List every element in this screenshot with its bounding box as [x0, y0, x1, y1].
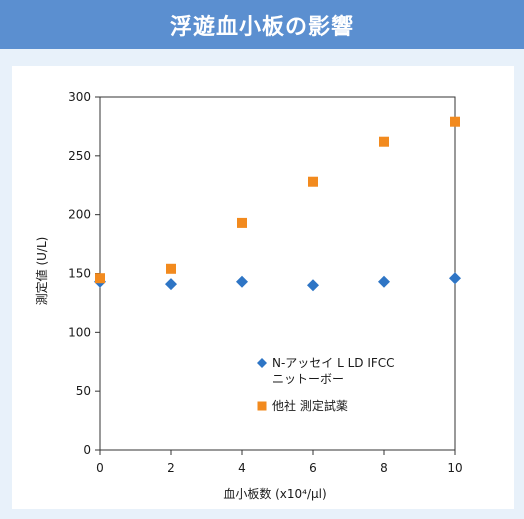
- y-tick-label: 0: [83, 443, 91, 457]
- axes: 0 50 100 150 200 250 300 0 2 4 6 8 10: [68, 90, 463, 475]
- data-point-square: [166, 263, 176, 274]
- legend-marker-diamond: [257, 358, 267, 368]
- x-tick-label: 6: [309, 461, 317, 475]
- data-point-diamond: [165, 278, 177, 291]
- data-point-square: [308, 176, 318, 187]
- data-point-diamond: [236, 275, 248, 288]
- data-point-square: [379, 136, 389, 147]
- plot-area-border: [99, 96, 456, 451]
- legend-label: N-アッセイ L LD IFCC: [272, 356, 395, 370]
- y-tick-label: 250: [68, 149, 91, 163]
- data-point-diamond: [378, 275, 390, 288]
- x-tick-label: 8: [380, 461, 388, 475]
- data-point-diamond: [449, 272, 461, 285]
- y-axis-label: 測定値 (U/L): [34, 237, 49, 306]
- x-tick-label: 4: [238, 461, 246, 475]
- data-marks: [94, 116, 461, 292]
- y-tick-label: 100: [68, 325, 91, 339]
- y-tick-label: 50: [76, 384, 91, 398]
- x-tick-label: 10: [447, 461, 462, 475]
- data-point-diamond: [307, 279, 319, 292]
- x-axis-label: 血小板数 (x10⁴/μl): [223, 486, 326, 501]
- legend-marker-square: [257, 401, 267, 411]
- y-tick-label: 200: [68, 208, 91, 222]
- y-tick-label: 150: [68, 267, 91, 281]
- y-tick-label: 300: [68, 90, 91, 104]
- series-1: [94, 272, 461, 292]
- chart-title: 浮遊血小板の影響: [0, 0, 524, 49]
- series-2: [95, 116, 460, 284]
- data-point-square: [237, 217, 247, 228]
- x-tick-label: 2: [167, 461, 175, 475]
- x-tick-label: 0: [96, 461, 104, 475]
- legend-label: ニットーボー: [272, 372, 344, 386]
- data-point-square: [450, 116, 460, 127]
- plot-panel: [12, 66, 514, 509]
- data-point-square: [95, 273, 105, 284]
- legend-label: 他社 測定試薬: [272, 398, 348, 413]
